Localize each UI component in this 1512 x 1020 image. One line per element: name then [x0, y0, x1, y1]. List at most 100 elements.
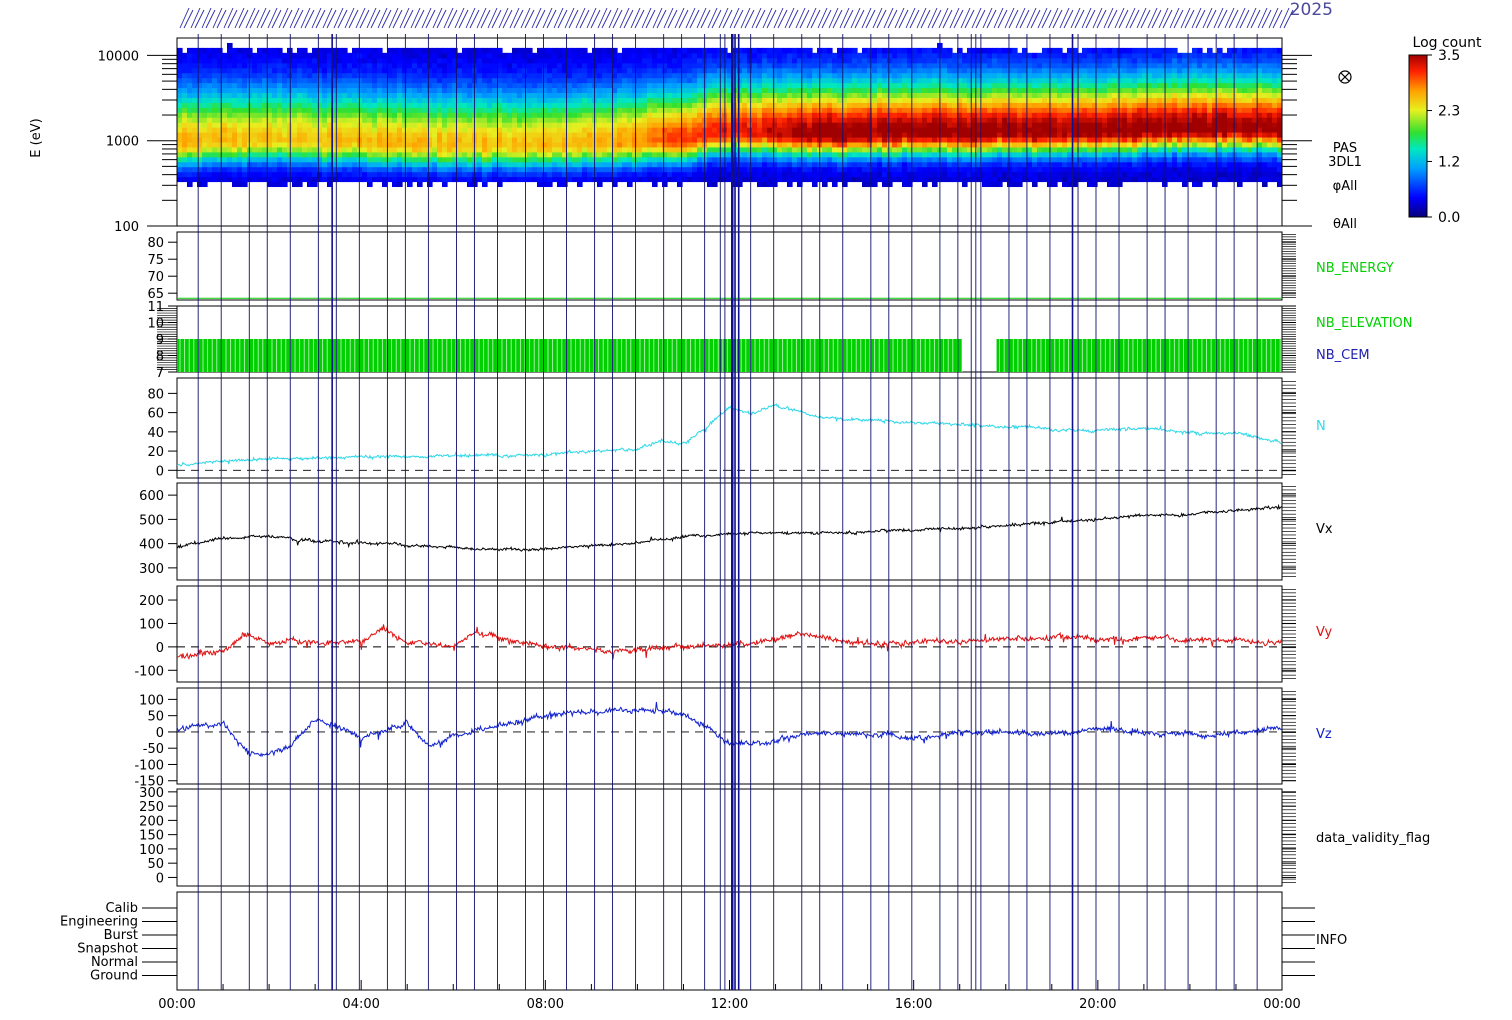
spectrogram-cell	[187, 146, 193, 153]
spectrogram-cell	[612, 77, 618, 84]
spectrogram-cell	[737, 141, 743, 148]
spectrogram-cell	[372, 82, 378, 89]
spectrogram-cell	[572, 67, 578, 74]
spectrogram-cell	[487, 117, 493, 123]
spectrogram-cell	[367, 171, 373, 178]
spectrogram-cell	[522, 87, 528, 94]
date-label-hatch-stroke	[751, 7, 766, 29]
spectrogram-cell	[202, 92, 208, 98]
spectrogram-cell	[482, 166, 488, 173]
spectrogram-cell	[467, 151, 473, 158]
spectrogram-cell	[277, 132, 283, 138]
spectrogram-cell	[342, 146, 348, 153]
spectrogram-cell	[677, 92, 683, 98]
spectrogram-cell	[972, 117, 978, 123]
date-label-hatch-stroke	[190, 7, 205, 29]
spectrogram-cell	[267, 176, 273, 183]
spectrogram-cell	[1017, 87, 1023, 94]
spectrogram-cell	[947, 127, 953, 133]
spectrogram-cell	[372, 47, 378, 54]
spectrogram-cell	[417, 92, 423, 98]
spectrogram-cell	[622, 122, 628, 128]
spectrogram-cell	[337, 176, 343, 183]
spectrogram-cell	[497, 87, 503, 94]
spectrogram-cell	[187, 176, 193, 183]
spectrogram-cell	[627, 112, 633, 118]
spectrogram-cell	[527, 141, 533, 148]
spectrogram-cell	[647, 112, 653, 118]
spectrogram-cell	[1007, 47, 1013, 54]
spectrogram-cell	[242, 166, 248, 173]
spectrogram-cell	[997, 156, 1003, 163]
spectrogram-cell	[187, 166, 193, 173]
spectrogram-cell	[362, 161, 368, 168]
spectrogram-cell	[457, 72, 463, 79]
spectrogram-cell	[342, 151, 348, 158]
spectrogram-cell	[767, 62, 773, 69]
spectrogram-cell	[992, 176, 998, 183]
spectrogram-cell	[522, 117, 528, 123]
spectrogram-cell	[907, 151, 913, 158]
spectrogram-cell	[652, 117, 658, 123]
spectrogram-cell	[807, 171, 813, 178]
spectrogram-cell	[517, 141, 523, 148]
spectrogram-cell	[287, 77, 293, 84]
spectrogram-cell	[627, 72, 633, 79]
spectrogram-cell	[907, 92, 913, 98]
spectrogram-cell	[372, 67, 378, 74]
spectrogram-cell	[867, 92, 873, 98]
spectrogram-cell	[1022, 67, 1028, 74]
spectrogram-cell	[582, 92, 588, 98]
spectrogram-cell	[572, 122, 578, 128]
spectrogram-cell	[967, 122, 973, 128]
date-label-hatch-stroke	[630, 7, 645, 29]
spectrogram-cell	[432, 57, 438, 64]
spectrogram-cell	[237, 57, 243, 64]
spectrogram-cell	[942, 176, 948, 183]
spectrogram-cell	[797, 181, 803, 188]
spectrogram-cell	[437, 92, 443, 98]
spectrogram-cell	[287, 122, 293, 128]
spectrogram-cell	[227, 72, 233, 79]
spectrogram-cell	[772, 156, 778, 163]
spectrogram-cell	[597, 136, 603, 143]
spectrogram-cell	[467, 47, 473, 54]
spectrogram-cell	[607, 166, 613, 173]
spectrogram-cell	[387, 132, 393, 138]
spectrogram-cell	[742, 82, 748, 89]
spectrogram-cell	[377, 117, 383, 123]
spectrogram-cell	[672, 52, 678, 59]
spectrogram-cell	[257, 136, 263, 143]
spectrogram-cell	[987, 82, 993, 89]
spectrogram-cell	[597, 146, 603, 153]
spectrogram-cell	[227, 117, 233, 123]
spectrogram-cell	[1022, 72, 1028, 79]
spectrogram-cell	[522, 77, 528, 84]
spectrogram-cell	[572, 161, 578, 168]
date-label-hatch-stroke	[366, 7, 381, 29]
spectrogram-cell	[707, 136, 713, 143]
spectrogram-cell	[887, 166, 893, 173]
date-label-hatch-stroke	[861, 7, 876, 29]
spectrogram-cell	[427, 151, 433, 158]
spectrogram-cell	[392, 127, 398, 133]
spectrogram-cell	[1032, 102, 1038, 108]
spectrogram-cell	[327, 57, 333, 64]
spectrogram-cell	[807, 117, 813, 123]
spectrogram-cell	[307, 151, 313, 158]
spectrogram-cell	[452, 92, 458, 98]
spectrogram-cell	[277, 151, 283, 158]
spectrogram-cell	[1002, 112, 1008, 118]
spectrogram-cell	[282, 72, 288, 79]
spectrogram-cell	[747, 47, 753, 54]
spectrogram-cell	[1007, 67, 1013, 74]
spectrogram-cell	[517, 151, 523, 158]
spectrogram-cell	[852, 82, 858, 89]
spectrogram-cell	[682, 146, 688, 153]
spectrogram-cell	[392, 107, 398, 113]
spectrogram-cell	[567, 47, 573, 54]
spectrogram-cell	[402, 136, 408, 143]
spectrogram-cell	[522, 52, 528, 59]
spectrogram-cell	[192, 82, 198, 89]
spectrogram-cell	[252, 136, 258, 143]
